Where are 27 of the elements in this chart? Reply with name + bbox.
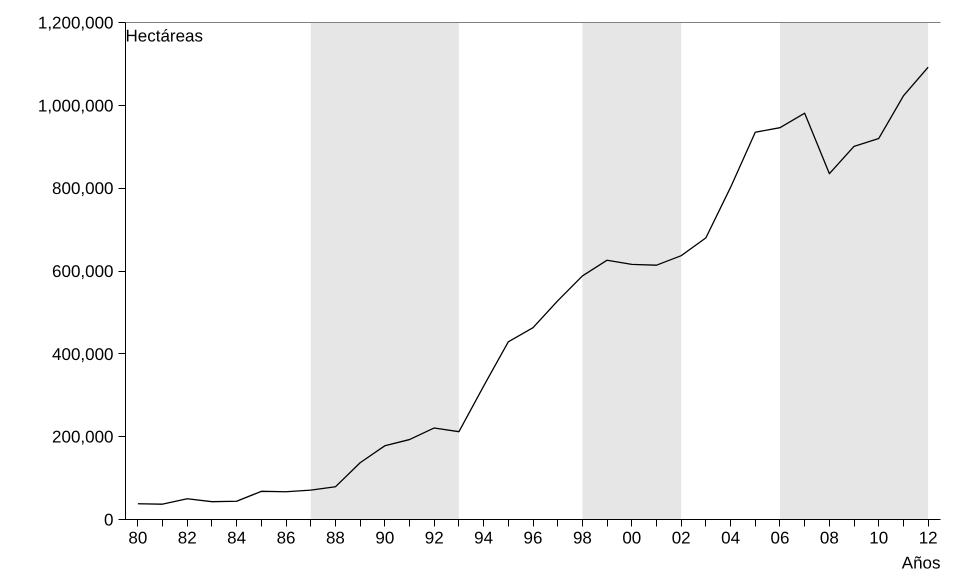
x-axis-title: Años [902,554,940,572]
x-tick-label: 06 [770,528,790,548]
y-tick-label: 600,000 [52,262,114,281]
y-tick-label: 1,000,000 [38,96,114,116]
line-series [137,66,929,505]
y-axis-title: Hectáreas [126,26,203,46]
x-tick-label: 84 [227,528,246,548]
x-tick-label: 02 [672,528,691,548]
y-tick-label: 0 [104,510,114,530]
x-tick-label: 96 [524,528,542,548]
x-tick-label: 80 [128,528,148,548]
x-tick-label: 98 [572,528,592,548]
x-tick-label: 82 [178,528,197,548]
y-tick-label: 800,000 [52,179,114,198]
x-tick-label: 04 [721,528,740,548]
x-tick-label: 08 [820,528,839,548]
y-tick-label: 200,000 [52,428,114,447]
y-tick-label: 400,000 [52,344,114,364]
x-tick-label: 12 [918,528,938,548]
y-tick-label: 1,200,000 [38,14,114,32]
x-tick-label: 00 [622,528,642,548]
x-tick-label: 90 [375,528,394,548]
x-tick-label: 94 [474,528,494,548]
x-tick-label: 86 [276,528,296,548]
x-tick-label: 92 [424,528,444,548]
x-tick-label: 10 [869,528,888,548]
x-tick-label: 88 [326,528,345,548]
